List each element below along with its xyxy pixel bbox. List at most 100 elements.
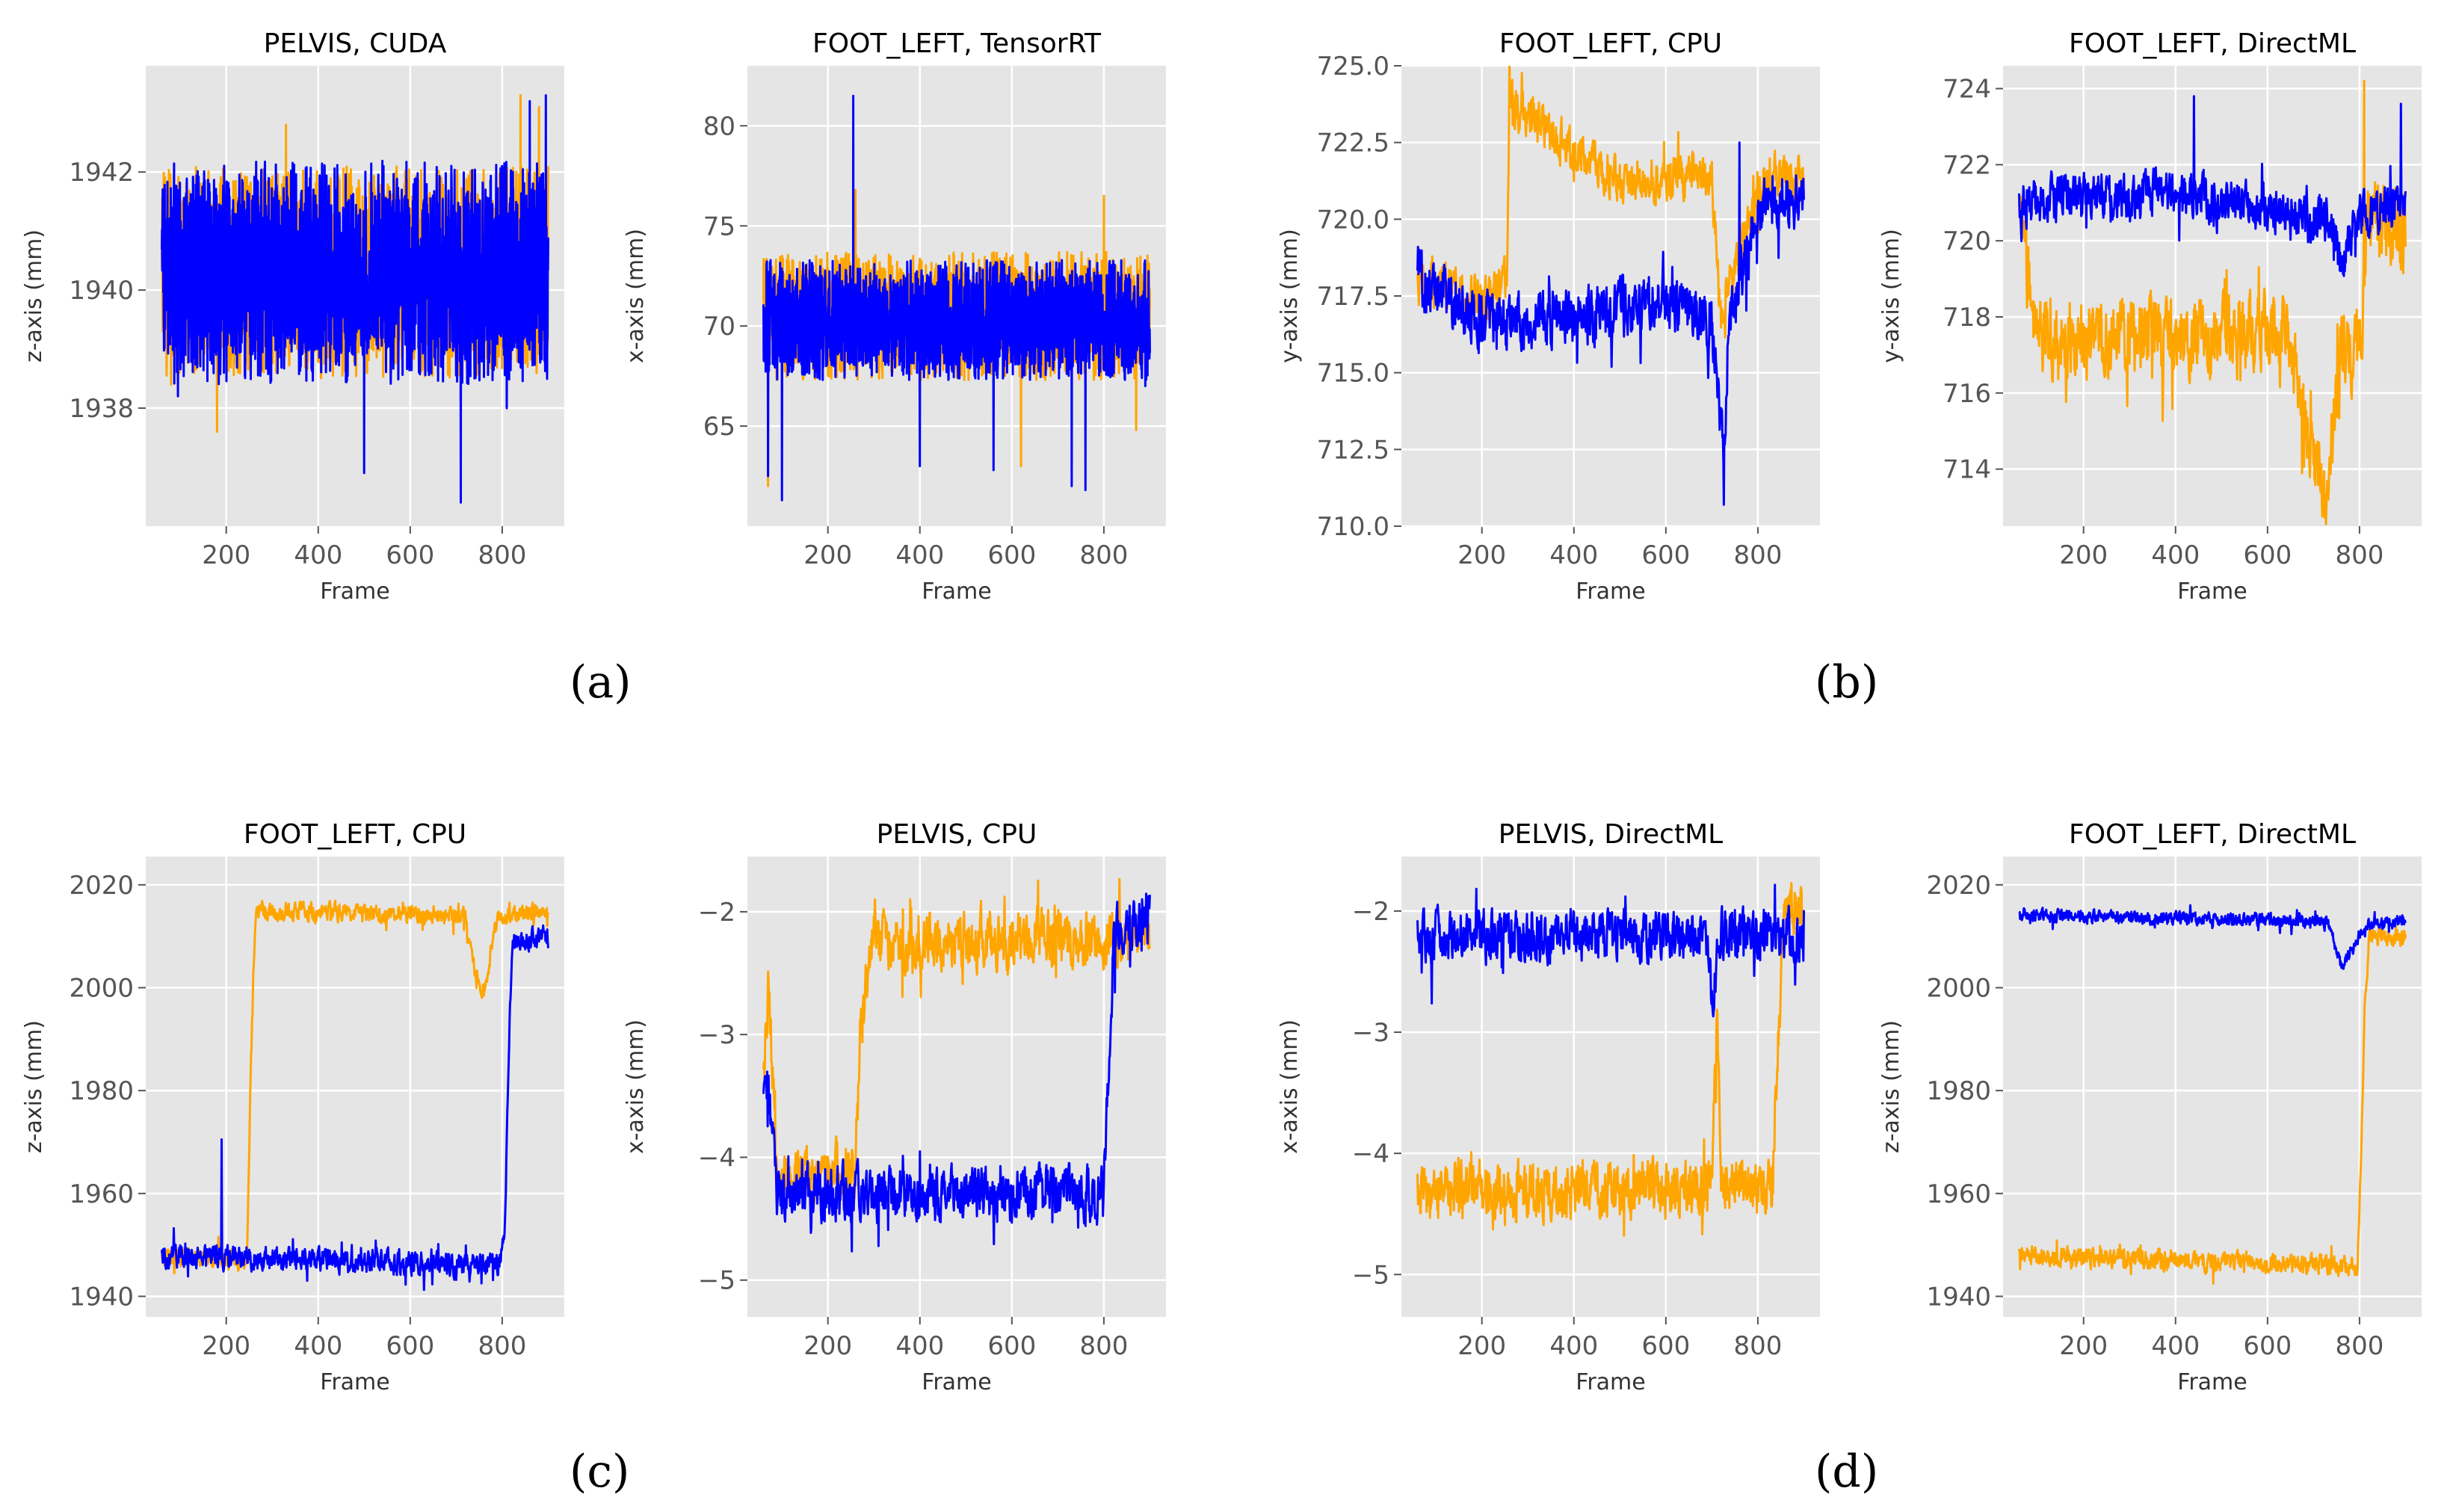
y-tick-label: 718 <box>1943 303 1991 333</box>
y-tick-label: 2000 <box>69 974 134 1004</box>
chart-title: FOOT_LEFT, DirectML <box>2069 28 2356 59</box>
y-axis-label: x-axis (mm) <box>623 229 649 363</box>
chart-panel-8: 200 400 600 800 1940 1960 1980 2000 2020 FOOT_LEF… <box>1878 819 2422 1395</box>
series-line-orange <box>762 877 1151 1208</box>
chart-title: PELVIS, CUDA <box>264 28 447 59</box>
x-tick-label: 600 <box>2243 1331 2292 1361</box>
y-tick-label: 80 <box>703 111 735 141</box>
x-tick-label: 600 <box>987 540 1036 570</box>
x-axis-label: Frame <box>1576 578 1645 605</box>
x-tick-label: 200 <box>803 1331 852 1361</box>
x-tick-label: 600 <box>386 1331 434 1361</box>
x-tick-label: 400 <box>1549 540 1598 570</box>
y-tick-label: −2 <box>698 898 735 928</box>
x-tick-label: 600 <box>1641 1331 1690 1361</box>
x-tick-label: 400 <box>294 1331 342 1361</box>
x-axis-label: Frame <box>320 578 389 605</box>
x-tick-label: 400 <box>1549 1331 1598 1361</box>
series-line-blue <box>161 924 549 1292</box>
x-tick-label: 600 <box>1641 540 1690 570</box>
caption-a: (a) <box>570 656 632 709</box>
chart-panel-4: 200 400 600 800 714 716 718 720 722 724 FOOT_LEFT,… <box>1878 28 2422 605</box>
x-tick-label: 400 <box>294 540 342 570</box>
x-tick-label: 200 <box>202 1331 250 1361</box>
y-axis-label: x-axis (mm) <box>1277 1019 1303 1154</box>
y-tick-label: −4 <box>1352 1139 1389 1169</box>
y-tick-label: 722 <box>1943 150 1991 180</box>
y-tick-label: −5 <box>698 1266 735 1296</box>
y-axis-label: z-axis (mm) <box>21 229 47 362</box>
x-tick-label: 800 <box>478 540 526 570</box>
x-tick-label: 200 <box>202 540 250 570</box>
x-tick-label: 800 <box>1733 540 1782 570</box>
y-tick-label: −2 <box>1352 897 1389 927</box>
x-tick-label: 200 <box>1457 540 1506 570</box>
y-tick-label: 724 <box>1943 75 1991 105</box>
plot-area <box>2003 857 2422 1317</box>
x-axis-label: Frame <box>922 1369 991 1395</box>
caption-d: (d) <box>1815 1445 1879 1498</box>
y-tick-label: 1940 <box>69 276 134 306</box>
y-axis-label: z-axis (mm) <box>21 1020 47 1153</box>
x-tick-label: 200 <box>2059 540 2108 570</box>
y-tick-label: 715.0 <box>1317 359 1389 389</box>
y-tick-label: 2020 <box>69 871 134 901</box>
chart-title: PELVIS, CPU <box>877 819 1037 850</box>
x-axis-label: Frame <box>922 578 991 605</box>
y-tick-label: 716 <box>1943 379 1991 409</box>
x-axis-label: Frame <box>2177 1369 2247 1395</box>
y-tick-label: 70 <box>703 312 735 342</box>
y-tick-label: −3 <box>1352 1018 1389 1048</box>
y-tick-label: 1942 <box>69 158 134 188</box>
series-line-blue <box>762 94 1151 502</box>
series-line-orange <box>161 899 549 1275</box>
x-axis-label: Frame <box>320 1369 389 1395</box>
y-tick-label: 717.5 <box>1317 282 1389 312</box>
y-tick-label: 725.0 <box>1317 52 1389 81</box>
y-tick-label: 722.5 <box>1317 129 1389 158</box>
x-tick-label: 800 <box>2335 1331 2384 1361</box>
y-tick-label: 1938 <box>69 394 134 424</box>
y-tick-label: 720 <box>1943 226 1991 256</box>
plot-area <box>2003 66 2422 526</box>
series-line-blue <box>1416 141 1805 506</box>
y-axis-label: y-axis (mm) <box>1277 229 1303 363</box>
chart-panel-7: 200 400 600 800 −5 −4 −3 −2 PELVIS, DirectML Fram… <box>1277 819 1820 1395</box>
y-axis-label: z-axis (mm) <box>1878 1020 1904 1153</box>
chart-panel-2: 200 400 600 800 65 70 75 80 FOOT_LEFT, TensorRT F… <box>623 28 1166 605</box>
x-tick-label: 400 <box>895 1331 944 1361</box>
series-line-blue <box>762 892 1151 1253</box>
y-tick-label: 1960 <box>69 1179 134 1209</box>
caption-b: (b) <box>1815 656 1879 709</box>
x-axis-label: Frame <box>2177 578 2247 605</box>
x-tick-label: 800 <box>1079 1331 1128 1361</box>
y-tick-label: 1940 <box>69 1282 134 1312</box>
chart-panel-5: 200 400 600 800 1940 1960 1980 2000 2020 FOOT_LEF… <box>21 819 564 1395</box>
x-tick-label: 200 <box>1457 1331 1506 1361</box>
chart-panel-3: 200 400 600 800 710.0 712.5 715.0 717.5 720.0 722… <box>1277 28 1820 605</box>
y-tick-label: 1940 <box>1926 1282 1991 1312</box>
y-tick-label: 65 <box>703 412 735 442</box>
y-tick-label: −4 <box>698 1143 735 1173</box>
series-line-orange <box>2018 923 2407 1285</box>
x-tick-label: 200 <box>803 540 852 570</box>
series-line-blue <box>2018 904 2407 970</box>
y-axis-label: x-axis (mm) <box>623 1019 649 1154</box>
series-line-orange <box>2018 79 2407 525</box>
x-tick-label: 800 <box>1079 540 1128 570</box>
y-tick-label: 712.5 <box>1317 435 1389 465</box>
y-tick-label: 1960 <box>1926 1179 1991 1209</box>
series-line-blue <box>2018 95 2407 277</box>
x-tick-label: 400 <box>895 540 944 570</box>
series-line-blue <box>1416 883 1805 1018</box>
x-tick-label: 400 <box>2151 540 2200 570</box>
chart-title: PELVIS, DirectML <box>1499 819 1723 850</box>
x-tick-label: 600 <box>987 1331 1036 1361</box>
caption-c: (c) <box>570 1445 630 1498</box>
x-tick-label: 800 <box>1733 1331 1782 1361</box>
y-tick-label: 2020 <box>1926 871 1991 901</box>
chart-title: FOOT_LEFT, DirectML <box>2069 819 2356 850</box>
y-tick-label: 710.0 <box>1317 512 1389 542</box>
y-tick-label: −5 <box>1352 1260 1389 1290</box>
